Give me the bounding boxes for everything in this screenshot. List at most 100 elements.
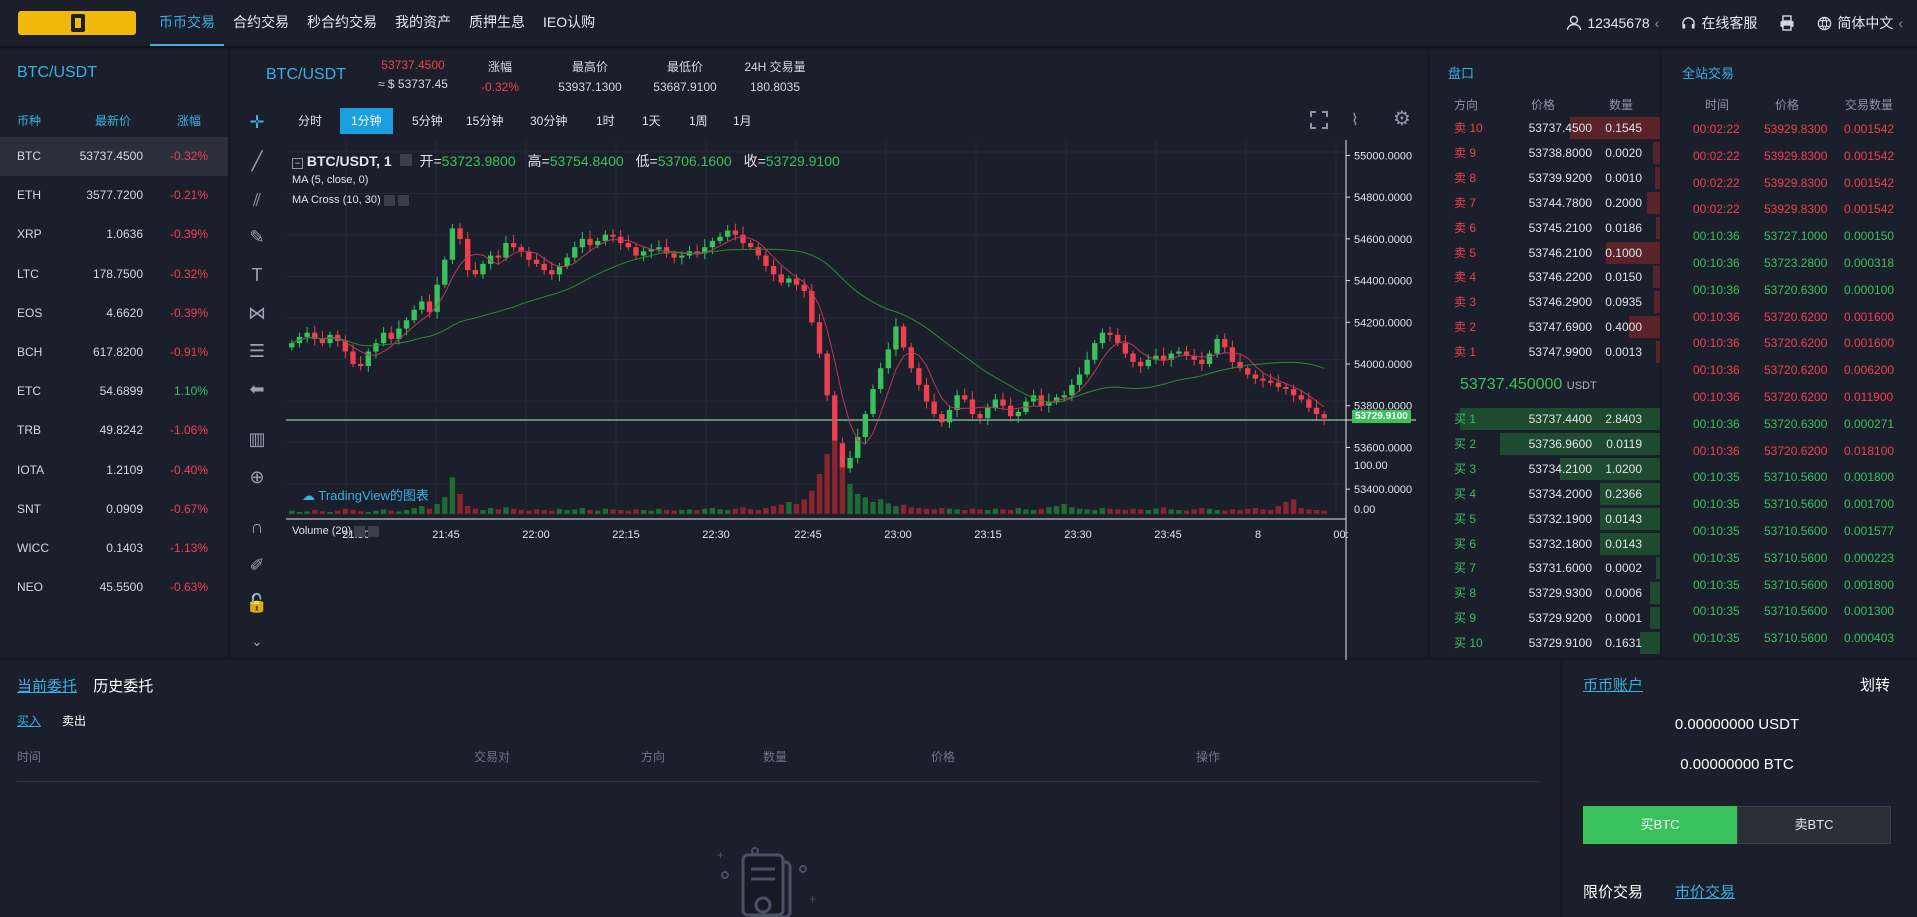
bid-row[interactable]: 买 10 53729.9100 0.1631 [1430, 631, 1660, 655]
bid-row[interactable]: 买 1 53737.4400 2.8403 [1430, 407, 1660, 431]
market-row[interactable]: EOS 4.6620 -0.39% [0, 294, 228, 333]
legend-settings-icon[interactable] [399, 154, 412, 166]
market-row[interactable]: SNT 0.0909 -0.67% [0, 490, 228, 529]
side-tab-sell[interactable]: 卖出 [62, 714, 87, 728]
timeframe-tab[interactable]: 1月 [733, 114, 752, 128]
tab-current-orders[interactable]: 当前委托 [17, 678, 78, 695]
volume-bar [411, 508, 417, 514]
macross-close-icon[interactable] [397, 194, 409, 206]
side-tab-buy[interactable]: 买入 [17, 714, 42, 728]
price-chart[interactable]: 55000.0000 54800.0000 54600.0000 54400.0000… [286, 140, 1416, 660]
candle-body [931, 401, 937, 415]
price-tick-label: 54200.0000 [1354, 317, 1412, 329]
market-row[interactable]: ETC 54.6899 1.10% [0, 372, 228, 411]
arrow-left-icon[interactable]: ⬅ [249, 379, 265, 399]
collapse-icon[interactable]: − [292, 158, 303, 169]
market-row[interactable]: NEO 45.5500 -0.63% [0, 568, 228, 607]
volume-settings-icon[interactable] [354, 525, 366, 537]
trade-row: 00:10:35 53710.5600 0.000403 [1668, 625, 1908, 652]
nav-contract[interactable]: 合约交易 [233, 14, 289, 30]
timeframe-tab[interactable]: 分时 [298, 114, 323, 128]
print-button[interactable] [1779, 15, 1795, 31]
ask-row[interactable]: 卖 3 53746.2900 0.0935 [1430, 290, 1660, 314]
market-change: -0.91% [169, 345, 208, 359]
ask-row[interactable]: 卖 5 53746.2100 0.1000 [1430, 241, 1660, 265]
user-menu[interactable]: 12345678 ‹ [1566, 15, 1659, 31]
buy-btc-button[interactable]: 买BTC [1583, 806, 1737, 844]
ask-row[interactable]: 卖 8 53739.9200 0.0010 [1430, 166, 1660, 190]
market-row[interactable]: BCH 617.8200 -0.91% [0, 333, 228, 372]
indicator-icon[interactable]: ⌇ [1351, 112, 1359, 129]
pitchfork-icon[interactable]: ⫽ [252, 190, 262, 210]
trendline-icon[interactable]: ╱ [251, 151, 263, 171]
macross-settings-icon[interactable] [383, 194, 395, 206]
timeframe-tab[interactable]: 1周 [689, 114, 708, 128]
market-row[interactable]: LTC 178.7500 -0.32% [0, 255, 228, 294]
bid-row[interactable]: 买 6 53732.1800 0.0143 [1430, 532, 1660, 556]
pattern-icon[interactable]: ⋈ [248, 303, 266, 323]
timeframe-tab[interactable]: 30分钟 [530, 114, 568, 128]
sell-btc-button[interactable]: 卖BTC [1737, 806, 1891, 844]
bid-row[interactable]: 买 7 53731.6000 0.0002 [1430, 556, 1660, 580]
candle-body [763, 255, 769, 266]
transfer-button[interactable]: 划转 [1860, 677, 1891, 694]
ask-row[interactable]: 卖 10 53737.4500 0.1545 [1430, 116, 1660, 140]
lock-drawing-icon[interactable]: ✐ [249, 555, 265, 575]
ask-row[interactable]: 卖 4 53746.2200 0.0150 [1430, 265, 1660, 289]
nav-second-contract[interactable]: 秒合约交易 [307, 14, 377, 30]
market-row[interactable]: BTC 53737.4500 -0.32% [0, 137, 228, 176]
volume-bar [977, 509, 983, 514]
market-row[interactable]: WICC 0.1403 -1.13% [0, 529, 228, 568]
settings-icon[interactable]: ⚙ [1393, 108, 1411, 130]
bid-row[interactable]: 买 8 53729.9300 0.0006 [1430, 581, 1660, 605]
zoom-in-icon[interactable]: ⊕ [249, 467, 265, 487]
trade-row: 00:10:36 53720.6200 0.011900 [1668, 384, 1908, 411]
bid-row[interactable]: 买 4 53734.2000 0.2366 [1430, 482, 1660, 506]
candle-body [977, 414, 983, 419]
fullscreen-icon[interactable] [1310, 111, 1328, 129]
volume-close-icon[interactable] [368, 525, 380, 537]
ask-row[interactable]: 卖 6 53745.2100 0.0186 [1430, 216, 1660, 240]
timeframe-tab[interactable]: 1时 [596, 114, 615, 128]
magnet-icon[interactable]: ∩ [250, 517, 264, 537]
ask-row[interactable]: 卖 1 53747.9900 0.0013 [1430, 340, 1660, 364]
timeframe-tab[interactable]: 1分钟 [340, 108, 393, 134]
nav-assets[interactable]: 我的资产 [395, 14, 451, 30]
bid-row[interactable]: 买 5 53732.1900 0.0143 [1430, 507, 1660, 531]
empty-state-icon: + + [717, 847, 816, 917]
nav-staking[interactable]: 质押生息 [469, 14, 525, 30]
text-icon[interactable]: T [251, 265, 263, 285]
tab-history-orders[interactable]: 历史委托 [93, 678, 154, 695]
nav-spot[interactable]: 币币交易 [150, 0, 224, 46]
chevron-down-icon[interactable]: ⌄ [251, 633, 263, 649]
brush-icon[interactable]: ✎ [249, 227, 265, 247]
limit-trade-tab[interactable]: 限价交易 [1583, 884, 1644, 901]
crosshair-icon[interactable]: ✛ [249, 112, 265, 132]
market-row[interactable]: ETH 3577.7200 -0.21% [0, 176, 228, 215]
bid-row[interactable]: 买 3 53734.2100 1.0200 [1430, 457, 1660, 481]
timeframe-tab[interactable]: 15分钟 [466, 114, 504, 128]
timeframe-tab[interactable]: 1天 [642, 114, 661, 128]
timeframe-tab[interactable]: 5分钟 [412, 114, 443, 128]
market-row[interactable]: XRP 1.0636 -0.39% [0, 215, 228, 254]
market-row[interactable]: IOTA 1.2109 -0.40% [0, 451, 228, 490]
service-link[interactable]: 在线客服 [1681, 13, 1757, 33]
measure-icon[interactable]: ▥ [248, 429, 266, 449]
ask-row[interactable]: 卖 9 53738.8000 0.0020 [1430, 141, 1660, 165]
fib-icon[interactable]: ☰ [248, 341, 266, 361]
account-title[interactable]: 币币账户 [1583, 677, 1644, 694]
bid-row[interactable]: 买 2 53736.9600 0.0119 [1430, 432, 1660, 456]
logo[interactable] [18, 11, 136, 35]
nav-ieo[interactable]: IEO认购 [543, 14, 596, 30]
ask-label: 卖 10 [1454, 121, 1483, 135]
tradingview-watermark[interactable]: ☁ TradingView的图表 [302, 485, 429, 504]
ask-row[interactable]: 卖 7 53744.7800 0.2000 [1430, 191, 1660, 215]
ask-row[interactable]: 卖 2 53747.6900 0.4000 [1430, 315, 1660, 339]
volume-bar [1237, 510, 1243, 514]
bid-row[interactable]: 买 9 53729.9200 0.0001 [1430, 606, 1660, 630]
language-menu[interactable]: 简体中文 ‹ [1817, 13, 1903, 33]
market-row[interactable]: TRB 49.8242 -1.06% [0, 411, 228, 450]
candle-body [1099, 332, 1106, 344]
lock-icon[interactable]: 🔓 [245, 593, 269, 613]
market-trade-tab[interactable]: 市价交易 [1675, 884, 1736, 901]
